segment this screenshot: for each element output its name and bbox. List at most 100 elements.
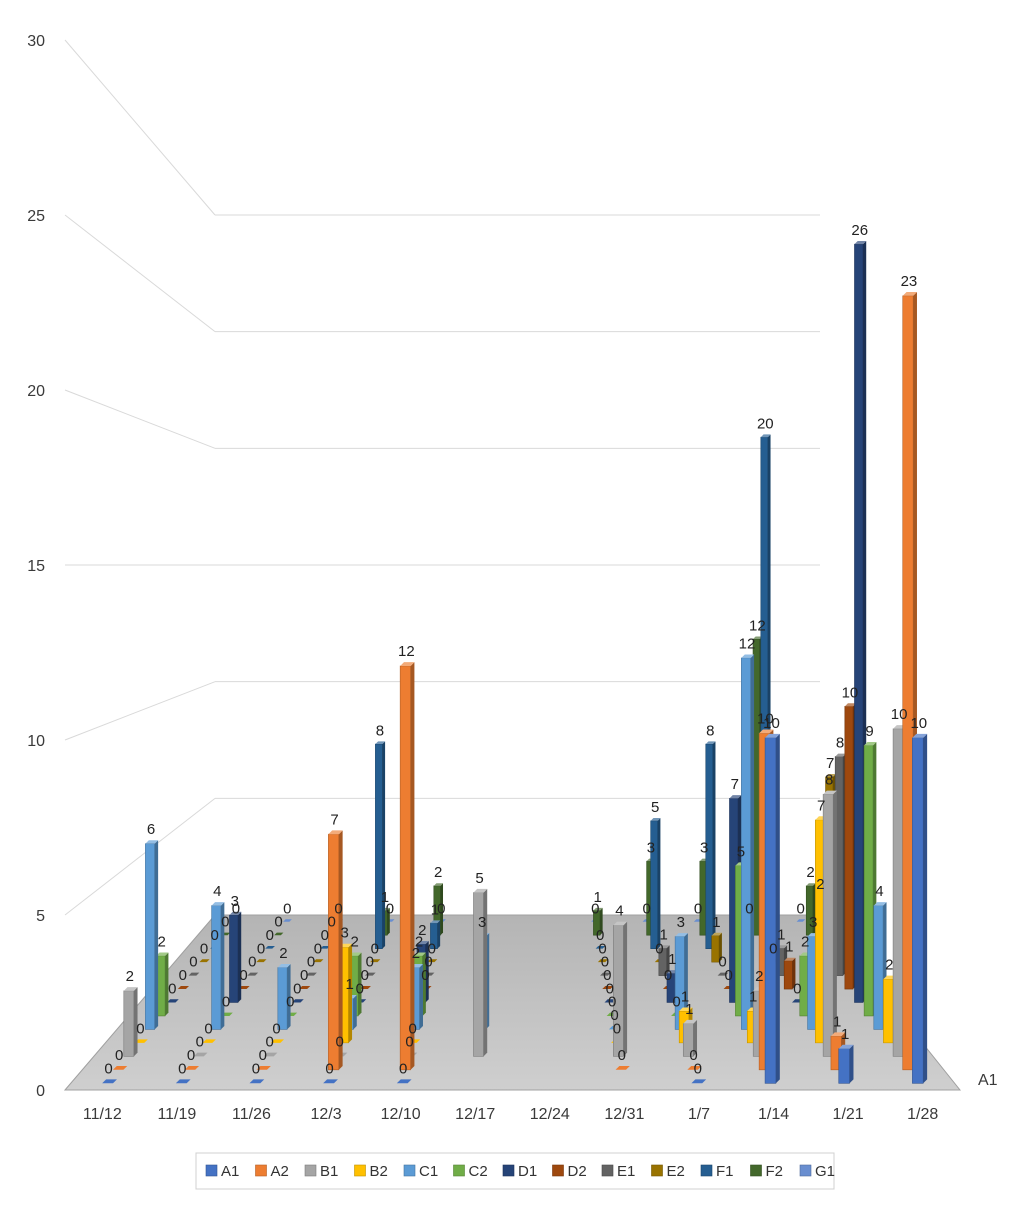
- legend-swatch: [552, 1164, 564, 1177]
- data-label: 0: [283, 900, 291, 917]
- data-label: 0: [335, 1034, 343, 1051]
- bar-C2-11/12: [155, 952, 169, 1017]
- legend-item-B1: B1: [304, 1163, 338, 1180]
- data-label: 10: [763, 715, 780, 732]
- data-label: 0: [672, 994, 680, 1011]
- bar-E1-12/31: [600, 972, 611, 976]
- legend-item-C1: C1: [403, 1163, 438, 1180]
- data-label: 10: [842, 684, 859, 701]
- data-label: 1: [777, 926, 785, 943]
- legend-item-D1: D1: [502, 1163, 537, 1180]
- data-label: 0: [366, 954, 374, 971]
- data-label: 7: [731, 776, 739, 793]
- bar-F2-12/31: [593, 907, 603, 936]
- data-label: 8: [706, 722, 714, 739]
- data-label: 0: [356, 980, 364, 997]
- bar-B1-11/26: [263, 1052, 278, 1057]
- data-label: 10: [891, 706, 908, 723]
- data-label: 4: [875, 883, 883, 900]
- data-label: 7: [330, 811, 338, 828]
- data-label: 0: [211, 927, 219, 944]
- data-label: 0: [724, 967, 732, 984]
- data-label: 1: [785, 939, 793, 956]
- data-label: 0: [259, 1047, 267, 1064]
- gridline-side: [64, 389, 216, 449]
- data-label: 0: [797, 900, 805, 917]
- data-label: 3: [809, 914, 817, 931]
- data-label: 20: [757, 415, 774, 432]
- legend-item-F2: F2: [750, 1163, 783, 1180]
- data-label: 0: [606, 980, 614, 997]
- bar-E1-12/3: [364, 972, 376, 976]
- data-label: 1: [833, 1013, 841, 1030]
- bar-D2-12/31: [602, 985, 614, 990]
- bar-E2-12/10: [427, 959, 438, 963]
- x-tick-label: 12/3: [310, 1106, 341, 1123]
- bar-F1-12/31: [595, 945, 606, 949]
- data-label: 1: [346, 976, 354, 993]
- data-label: 0: [321, 927, 329, 944]
- bar-F1-11/26: [320, 945, 331, 949]
- data-label: 3: [231, 893, 239, 910]
- legend-item-D2: D2: [552, 1163, 587, 1180]
- legend-label: C1: [419, 1163, 438, 1180]
- legend-label: A1: [221, 1163, 239, 1180]
- bar-F2-11/19: [274, 932, 284, 936]
- y-tick-label: 15: [27, 558, 45, 575]
- data-label: 4: [615, 903, 623, 920]
- x-tick-label: 1/14: [758, 1106, 789, 1123]
- data-label: 3: [700, 840, 708, 857]
- data-label: 8: [825, 772, 833, 789]
- data-label: 8: [376, 722, 384, 739]
- chart-walls: [64, 39, 820, 1091]
- legend-item-A2: A2: [255, 1163, 289, 1180]
- data-label: 0: [136, 1020, 144, 1037]
- bar-E2-11/12: [199, 959, 210, 963]
- data-label: 2: [126, 968, 134, 985]
- data-label: 0: [591, 900, 599, 917]
- data-label: 0: [405, 1034, 413, 1051]
- data-label: 0: [196, 1034, 204, 1051]
- bar-B1-11/19: [193, 1052, 208, 1057]
- data-label: 1: [749, 988, 757, 1005]
- data-label: 26: [851, 222, 868, 239]
- y-tick-label: 5: [36, 908, 45, 925]
- bar-C1-11/12: [145, 840, 159, 1030]
- y-tick-label: 10: [27, 733, 45, 750]
- x-tick-label: 11/26: [232, 1106, 271, 1123]
- data-label: 3: [677, 914, 685, 931]
- bar-A2-11/19: [184, 1065, 200, 1070]
- legend-label: E2: [667, 1163, 685, 1180]
- data-label: 0: [115, 1047, 123, 1064]
- data-label: 2: [412, 945, 420, 962]
- data-label: 0: [655, 940, 663, 957]
- bar-E1-11/19: [247, 972, 259, 976]
- x-tick-label: 11/19: [157, 1106, 196, 1123]
- data-label: 0: [608, 994, 616, 1011]
- data-label: 1: [381, 889, 389, 906]
- data-label: 0: [168, 980, 176, 997]
- data-label: 0: [187, 1047, 195, 1064]
- legend-item-A1: A1: [205, 1163, 239, 1180]
- legend-label: F1: [716, 1163, 734, 1180]
- data-label: 2: [418, 922, 426, 939]
- data-label: 2: [816, 876, 824, 893]
- data-label: 9: [865, 723, 873, 740]
- legend-swatch: [205, 1164, 218, 1177]
- bar-D2-12/3: [359, 985, 371, 990]
- data-label: 5: [475, 870, 483, 887]
- data-label: 0: [664, 967, 672, 984]
- bar-A2-1/7: [687, 1065, 702, 1070]
- data-label: 0: [409, 1020, 417, 1037]
- data-label: 0: [643, 900, 651, 917]
- bar-D1-11/12: [166, 999, 179, 1003]
- data-label: 2: [351, 934, 359, 951]
- data-label: 3: [647, 840, 655, 857]
- bar-A1-11/12: [102, 1079, 117, 1084]
- data-label: 0: [286, 994, 294, 1011]
- bar-F1-12/3: [375, 741, 386, 949]
- x-tick-label: 1/7: [688, 1106, 710, 1123]
- data-label: 0: [272, 1020, 280, 1037]
